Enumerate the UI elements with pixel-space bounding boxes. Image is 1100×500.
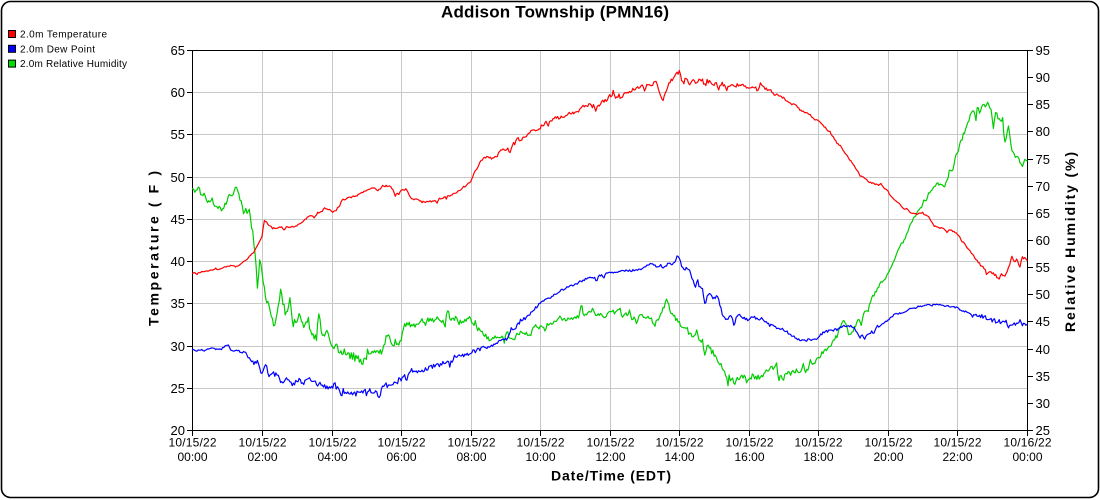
svg-text:Relative Humidity (%): Relative Humidity (%) <box>1062 152 1078 332</box>
svg-text:10/15/22: 10/15/22 <box>656 436 704 450</box>
svg-text:14:00: 14:00 <box>664 450 694 464</box>
svg-text:10/15/22: 10/15/22 <box>169 436 217 450</box>
svg-text:02:00: 02:00 <box>247 450 277 464</box>
svg-text:45: 45 <box>1036 314 1050 329</box>
svg-text:Date/Time (EDT): Date/Time (EDT) <box>551 468 671 484</box>
svg-text:50: 50 <box>1036 287 1050 302</box>
svg-text:18:00: 18:00 <box>803 450 833 464</box>
svg-text:2.0m Dew Point: 2.0m Dew Point <box>20 44 95 55</box>
svg-text:35: 35 <box>171 296 185 311</box>
svg-text:12:00: 12:00 <box>595 450 625 464</box>
svg-text:10/15/22: 10/15/22 <box>934 436 982 450</box>
svg-text:30: 30 <box>171 339 185 354</box>
svg-text:55: 55 <box>1036 260 1050 275</box>
svg-text:22:00: 22:00 <box>942 450 972 464</box>
svg-text:00:00: 00:00 <box>177 450 207 464</box>
svg-text:2.0m Relative Humidity: 2.0m Relative Humidity <box>20 59 127 70</box>
svg-text:06:00: 06:00 <box>386 450 416 464</box>
svg-text:10:00: 10:00 <box>525 450 555 464</box>
svg-text:40: 40 <box>171 254 185 269</box>
svg-text:45: 45 <box>171 212 185 227</box>
svg-text:60: 60 <box>1036 233 1050 248</box>
svg-text:10/15/22: 10/15/22 <box>239 436 287 450</box>
svg-text:20:00: 20:00 <box>873 450 903 464</box>
svg-text:40: 40 <box>1036 342 1050 357</box>
svg-text:65: 65 <box>171 43 185 58</box>
svg-text:10/15/22: 10/15/22 <box>378 436 426 450</box>
svg-text:10/15/22: 10/15/22 <box>865 436 913 450</box>
svg-text:35: 35 <box>1036 369 1050 384</box>
svg-text:70: 70 <box>1036 179 1050 194</box>
svg-text:10/16/22: 10/16/22 <box>1004 436 1052 450</box>
svg-text:85: 85 <box>1036 97 1050 112</box>
svg-text:55: 55 <box>171 127 185 142</box>
svg-text:80: 80 <box>1036 124 1050 139</box>
svg-text:Addison Township (PMN16): Addison Township (PMN16) <box>441 3 669 22</box>
svg-text:04:00: 04:00 <box>317 450 347 464</box>
svg-text:10/15/22: 10/15/22 <box>795 436 843 450</box>
svg-text:08:00: 08:00 <box>456 450 486 464</box>
svg-text:10/15/22: 10/15/22 <box>726 436 774 450</box>
svg-text:95: 95 <box>1036 43 1050 58</box>
svg-text:Temperature ( F ): Temperature ( F ) <box>146 171 162 326</box>
svg-text:20: 20 <box>171 423 185 438</box>
svg-text:50: 50 <box>171 170 185 185</box>
svg-text:00:00: 00:00 <box>1012 450 1042 464</box>
svg-text:65: 65 <box>1036 206 1050 221</box>
svg-text:25: 25 <box>1036 423 1050 438</box>
svg-text:2.0m Temperature: 2.0m Temperature <box>20 30 107 41</box>
svg-text:10/15/22: 10/15/22 <box>309 436 357 450</box>
svg-text:10/15/22: 10/15/22 <box>517 436 565 450</box>
svg-text:60: 60 <box>171 85 185 100</box>
svg-text:90: 90 <box>1036 70 1050 85</box>
svg-text:10/15/22: 10/15/22 <box>587 436 635 450</box>
svg-text:30: 30 <box>1036 396 1050 411</box>
svg-text:25: 25 <box>171 381 185 396</box>
svg-text:10/15/22: 10/15/22 <box>448 436 496 450</box>
svg-text:75: 75 <box>1036 152 1050 167</box>
svg-text:16:00: 16:00 <box>734 450 764 464</box>
